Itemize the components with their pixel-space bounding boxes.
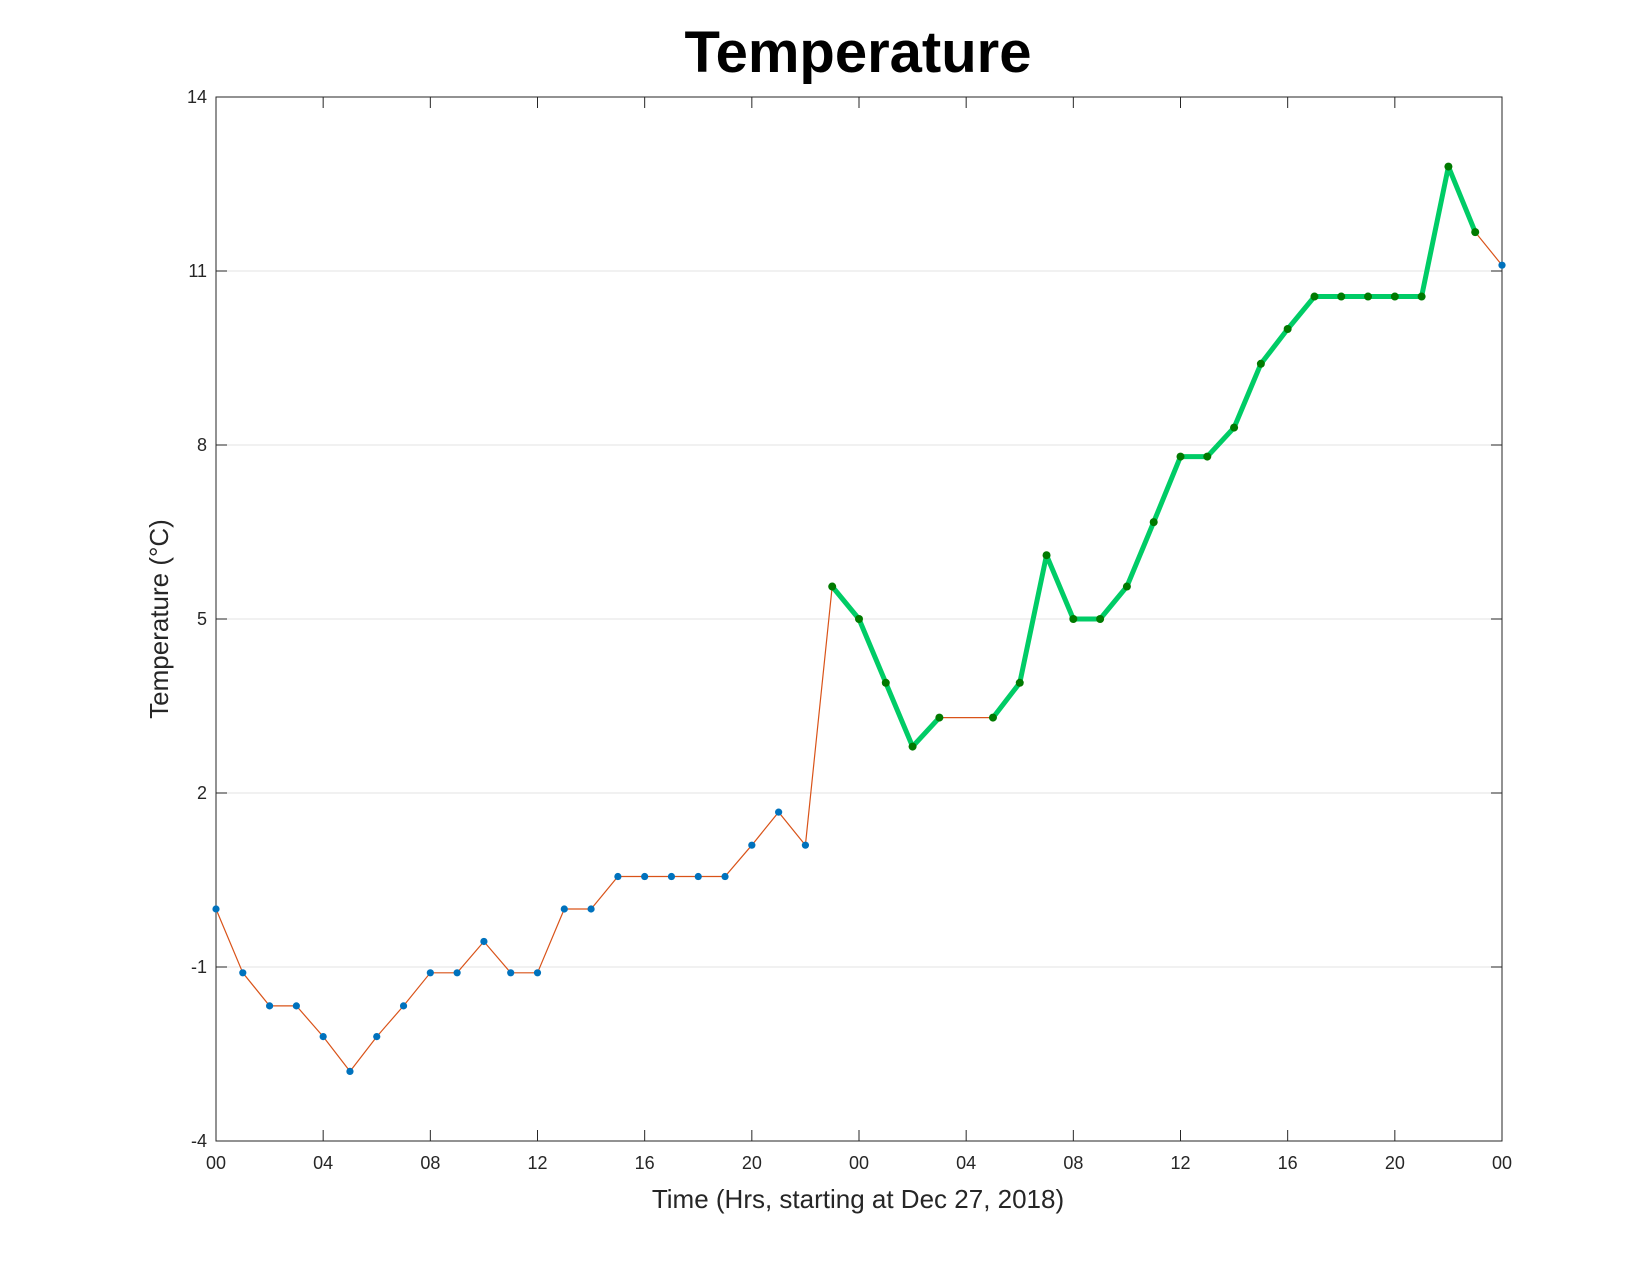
temperature-point bbox=[667, 872, 676, 881]
x-tick-label: 20 bbox=[1385, 1153, 1405, 1173]
temperature-point bbox=[614, 872, 622, 881]
x-tick-label: 00 bbox=[849, 1153, 869, 1173]
highlight-point bbox=[988, 713, 997, 722]
highlight-point bbox=[1417, 292, 1426, 301]
y-tick-label: 14 bbox=[187, 87, 207, 107]
highlight-point bbox=[1444, 162, 1453, 171]
x-tick-label: 00 bbox=[206, 1153, 226, 1173]
temperature-point bbox=[721, 872, 729, 881]
temperature-point bbox=[775, 808, 783, 816]
x-tick-label: 08 bbox=[420, 1153, 440, 1173]
y-tick-label: 5 bbox=[197, 609, 207, 629]
x-axis-label: Time (Hrs, starting at Dec 27, 2018) bbox=[652, 1184, 1064, 1214]
x-tick-label: 16 bbox=[635, 1153, 655, 1173]
temperature-point bbox=[319, 1033, 327, 1041]
temperature-point bbox=[265, 1002, 274, 1010]
x-tick-label: 08 bbox=[1063, 1153, 1083, 1173]
x-tick-label: 20 bbox=[742, 1153, 762, 1173]
temperature-point bbox=[426, 969, 434, 977]
x-tick-label: 16 bbox=[1278, 1153, 1298, 1173]
x-tick-label: 04 bbox=[313, 1153, 333, 1173]
highlight-point bbox=[1471, 228, 1480, 237]
highlight-line bbox=[829, 584, 942, 750]
y-tick-label: 8 bbox=[197, 435, 207, 455]
temperature-point bbox=[453, 969, 461, 977]
highlight-point bbox=[935, 713, 944, 722]
temperature-point bbox=[560, 905, 568, 913]
highlight-point bbox=[1149, 518, 1158, 527]
highlight-point bbox=[1256, 359, 1265, 368]
highlight-point bbox=[828, 582, 837, 591]
temperature-point bbox=[239, 969, 247, 977]
temperature-point bbox=[748, 841, 756, 849]
highlight-point bbox=[1015, 678, 1024, 687]
highlight-point bbox=[1069, 615, 1078, 623]
data-series bbox=[212, 162, 1506, 1075]
x-tick-label: 04 bbox=[956, 1153, 976, 1173]
highlight-point bbox=[908, 742, 917, 751]
temperature-point bbox=[507, 969, 515, 977]
highlight-point bbox=[1310, 292, 1319, 301]
highlight-line bbox=[990, 164, 1478, 721]
highlight-point bbox=[1176, 452, 1185, 461]
temperature-point bbox=[399, 1002, 408, 1010]
temperature-point bbox=[292, 1002, 300, 1010]
highlight-point bbox=[881, 678, 890, 687]
chart-title: Temperature bbox=[684, 20, 1031, 85]
temperature-point bbox=[694, 872, 702, 881]
temperature-point bbox=[373, 1033, 381, 1041]
temperature-point bbox=[641, 872, 649, 881]
y-tick-label: -1 bbox=[191, 957, 207, 977]
y-tick-label: -4 bbox=[191, 1131, 207, 1151]
highlight-point bbox=[1337, 292, 1346, 301]
temperature-point bbox=[1498, 261, 1506, 269]
highlight-point bbox=[1364, 292, 1373, 301]
axis-ticks: -4 -1 2 5 8 11 14 00 04 08 12 16 20 00 04 08 12 16 20 00 bbox=[187, 87, 1512, 1173]
temperature-point bbox=[533, 969, 542, 977]
temperature-point bbox=[801, 841, 810, 849]
temperature-point bbox=[480, 937, 488, 946]
highlight-point bbox=[855, 615, 863, 623]
temperature-point bbox=[587, 905, 595, 913]
y-tick-label: 11 bbox=[188, 261, 207, 281]
x-tick-label: 12 bbox=[1170, 1153, 1190, 1173]
x-tick-label: 00 bbox=[1492, 1153, 1512, 1173]
y-tick-label: 2 bbox=[197, 783, 207, 803]
temperature-point bbox=[346, 1067, 354, 1075]
highlight-point bbox=[1390, 292, 1399, 301]
y-axis-label: Temperature (°C) bbox=[144, 519, 174, 719]
highlight-point bbox=[1096, 615, 1105, 623]
temperature-point bbox=[212, 905, 220, 913]
highlight-point bbox=[1122, 582, 1131, 591]
highlight-point bbox=[1230, 423, 1239, 432]
highlight-point bbox=[1283, 325, 1292, 333]
highlight-point bbox=[1203, 452, 1212, 461]
x-tick-label: 12 bbox=[527, 1153, 547, 1173]
highlight-point bbox=[1042, 551, 1051, 560]
